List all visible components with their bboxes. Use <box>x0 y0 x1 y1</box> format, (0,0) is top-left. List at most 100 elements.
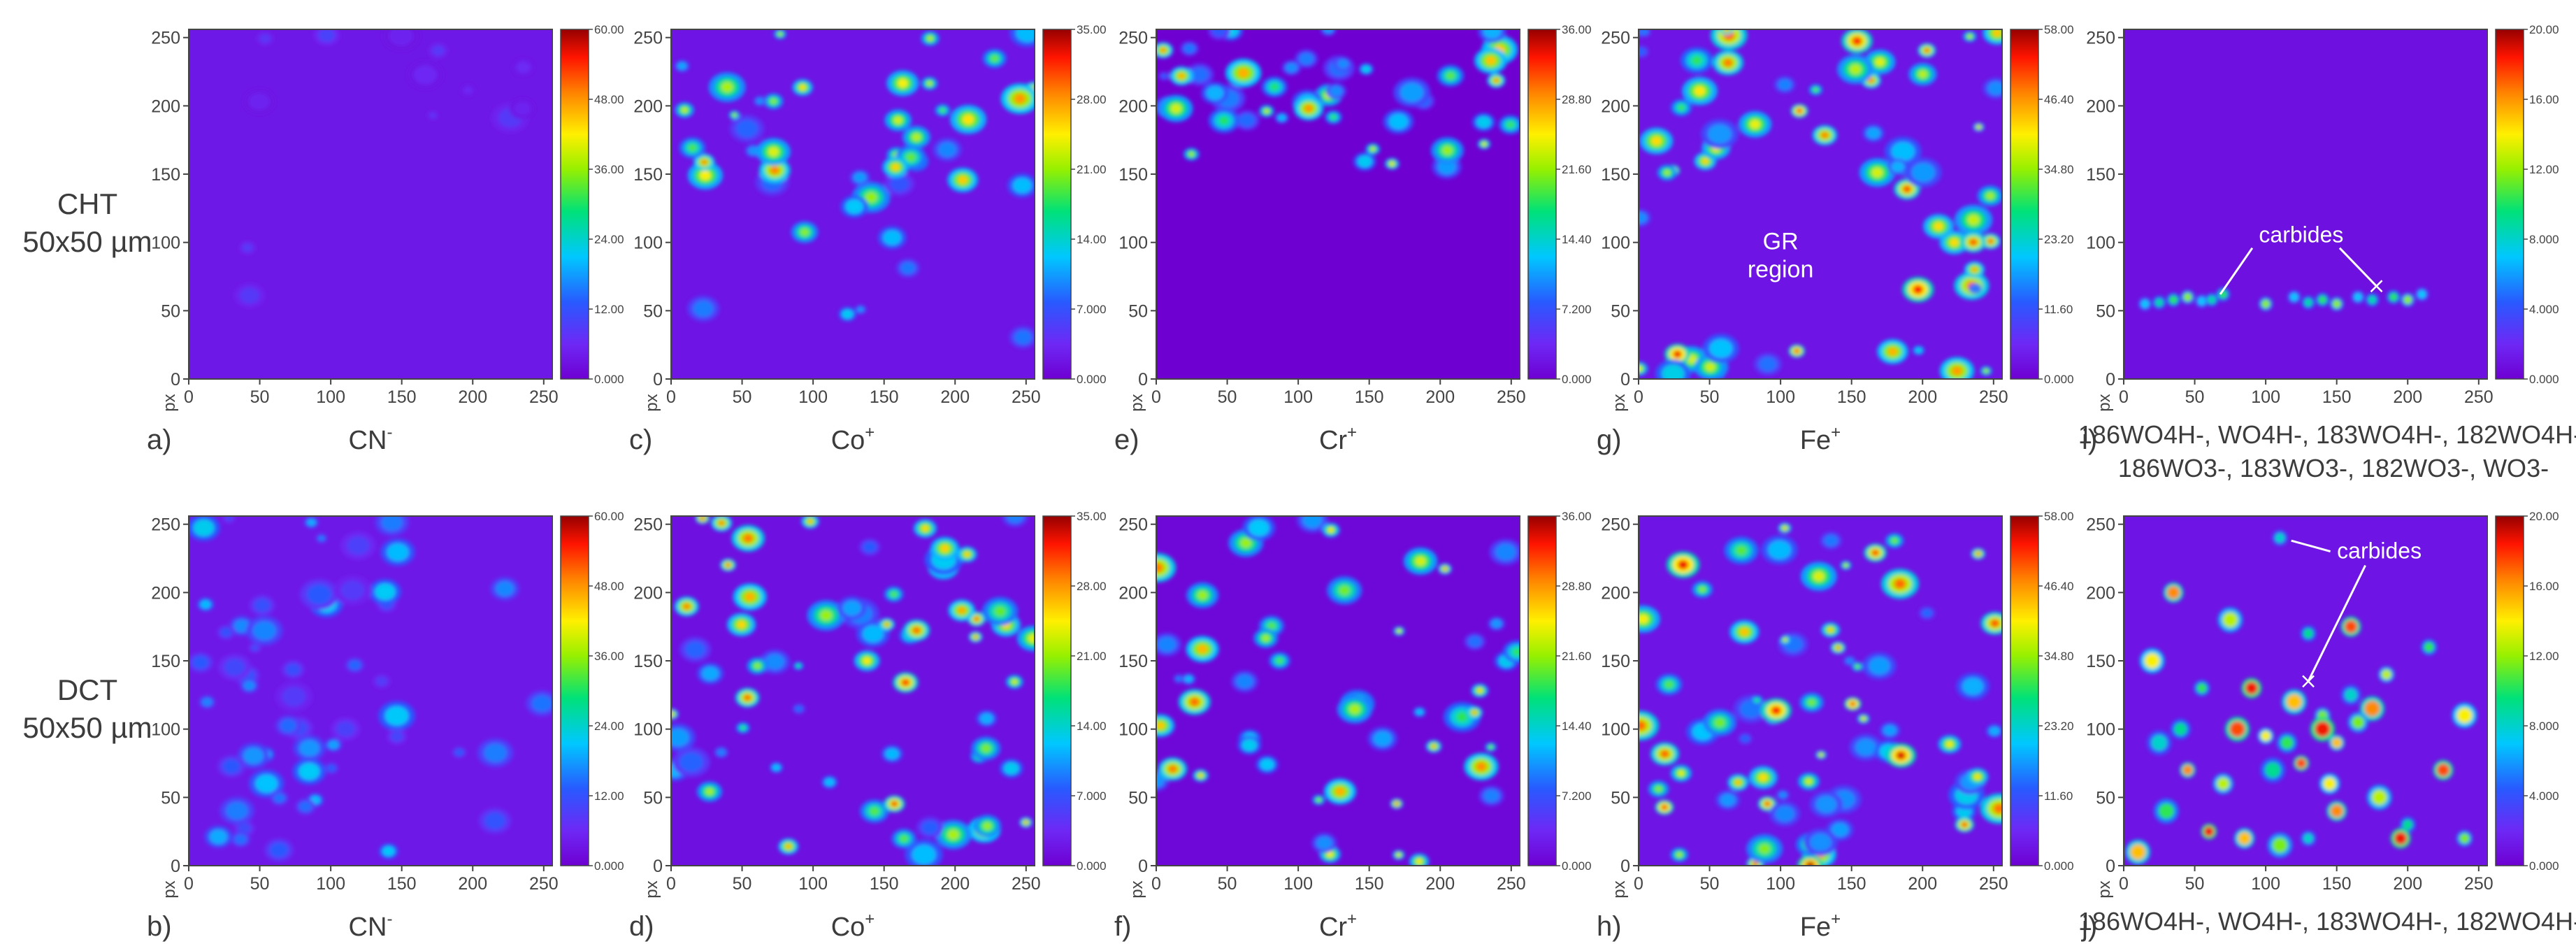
map-blob <box>1852 36 1862 45</box>
carbide-spot <box>2174 722 2187 736</box>
map-blob <box>1506 121 1515 129</box>
map-blob <box>900 835 908 843</box>
map-blob <box>201 697 213 707</box>
map-blob <box>1883 724 1897 736</box>
map-blob <box>1183 43 1195 54</box>
map-blob <box>1650 136 1662 146</box>
map-blob <box>1277 114 1286 122</box>
carbide-spot <box>2303 833 2314 843</box>
map-blob <box>1329 85 1343 97</box>
y-tick-label: 50 <box>1611 301 1630 321</box>
map-blob <box>1168 765 1178 773</box>
plot-frame <box>188 29 553 380</box>
map-background <box>2124 516 2487 866</box>
map-blob <box>1827 627 1834 633</box>
map-blob <box>1190 67 1209 83</box>
map-blob <box>770 166 780 175</box>
colorbar <box>1042 515 1072 866</box>
x-axis-unit: px <box>642 880 661 898</box>
panel-c: 0 50 100 150 200 250 0 50 100 150 200 250 px 35.00 28.… <box>629 23 1107 455</box>
annotation-arrow <box>2219 247 2254 295</box>
map-blob <box>381 516 403 531</box>
colorbar-tick-label: 0.000 <box>1562 859 1592 873</box>
colorbar-tick-label: 7.000 <box>1077 303 1107 316</box>
map-blob <box>681 107 688 113</box>
y-tick-label: 0 <box>1620 370 1630 389</box>
colorbar-tick-label: 14.00 <box>1077 233 1107 246</box>
map-blob <box>679 752 703 772</box>
colorbar-tick-label: 46.40 <box>2044 93 2074 106</box>
carbide-spot <box>2130 844 2146 860</box>
map-blob <box>1945 741 1954 748</box>
map-blob <box>1794 348 1800 354</box>
map-blob <box>234 834 247 845</box>
carbide-spot <box>2217 777 2230 790</box>
species-label: CN- <box>349 910 393 942</box>
map-blob <box>701 666 719 681</box>
carbide-spot <box>2144 653 2160 669</box>
y-tick-label: 0 <box>2106 857 2115 876</box>
map-blob <box>891 801 898 807</box>
map-blob <box>285 664 301 676</box>
y-tick-label: 50 <box>643 301 663 321</box>
map-blob <box>1971 285 1979 292</box>
map-blob <box>1752 861 1758 866</box>
map-blob <box>700 159 708 166</box>
map-blob <box>1813 87 1818 92</box>
map-blob <box>1493 78 1499 83</box>
map-blob <box>1476 761 1487 772</box>
x-tick-label: 200 <box>1425 874 1455 894</box>
map-blob <box>1913 285 1923 294</box>
map-blob <box>1639 366 1642 371</box>
y-tick-label: 200 <box>2086 96 2115 116</box>
y-tick-label: 200 <box>1601 96 1630 116</box>
carbide-spot <box>2389 292 2398 301</box>
carbide-spot <box>2459 833 2470 843</box>
map-blob <box>1437 159 1456 175</box>
panel-h: 0 50 100 150 200 250 0 50 100 150 200 250 px 58.00 46.… <box>1597 510 2074 942</box>
y-tick-label: 100 <box>2086 720 2115 740</box>
x-tick-label: 100 <box>1766 874 1795 894</box>
row-label-dct-size: 50x50 µm <box>22 711 152 744</box>
carbide-spot <box>2437 764 2450 777</box>
y-tick-label: 250 <box>151 515 180 535</box>
map-blob <box>1323 29 1334 34</box>
y-tick-label: 100 <box>1601 720 1630 740</box>
map-blob <box>1639 720 1646 731</box>
map-image <box>1639 516 2002 866</box>
map-blob <box>682 603 691 610</box>
map-blob <box>921 525 929 532</box>
map-blob <box>962 114 974 125</box>
map-blob <box>1361 65 1372 73</box>
plot-frame <box>1156 515 1520 866</box>
colorbar-tick-label: 36.00 <box>1562 23 1592 36</box>
species-label: Cr+ <box>1319 910 1357 942</box>
carbide-spot <box>2272 837 2288 853</box>
map-blob <box>1639 48 1646 56</box>
map-blob <box>912 845 936 865</box>
map-blob <box>1160 73 1168 79</box>
x-tick-label: 100 <box>2251 874 2280 894</box>
colorbar <box>2010 515 2039 866</box>
carbide-spot <box>2203 827 2214 837</box>
map-blob <box>807 519 813 524</box>
colorbar-tick-label: 21.00 <box>1077 650 1107 663</box>
x-tick-label: 0 <box>184 387 194 407</box>
x-tick-label: 0 <box>1151 387 1161 407</box>
colorbar-tick-label: 46.40 <box>2044 580 2074 593</box>
panel-label: g) <box>1597 424 1622 455</box>
x-tick-label: 250 <box>1979 387 2008 407</box>
carbide-spot <box>2207 295 2216 304</box>
species-charge: + <box>1347 910 1357 929</box>
x-tick-label: 150 <box>387 387 417 407</box>
colorbar-tick-label: 0.000 <box>2529 373 2559 386</box>
colorbar-tick-label: 16.00 <box>2529 93 2559 106</box>
map-blob <box>1397 853 1401 857</box>
x-tick-label: 150 <box>870 387 899 407</box>
map-blob <box>238 822 252 834</box>
map-blob <box>306 584 332 605</box>
map-blob <box>1709 339 1733 358</box>
map-blob <box>778 32 782 36</box>
map-blob <box>1348 704 1360 715</box>
